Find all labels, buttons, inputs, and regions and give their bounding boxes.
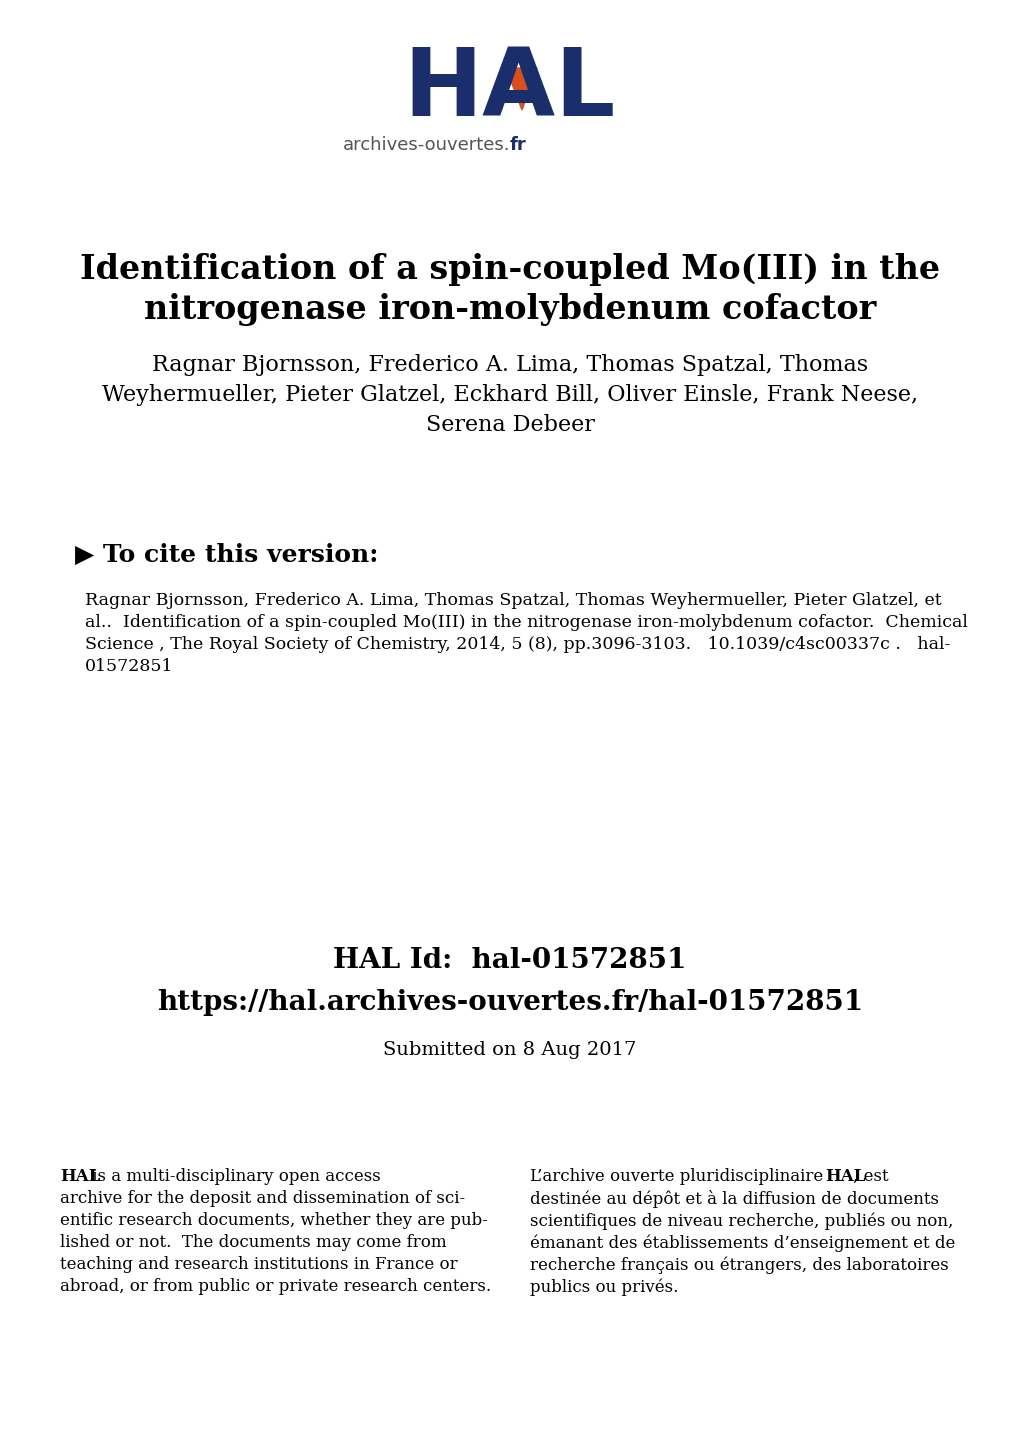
Text: destinée au dépôt et à la diffusion de documents: destinée au dépôt et à la diffusion de d… [530, 1190, 938, 1208]
Text: émanant des établissements d’enseignement et de: émanant des établissements d’enseignemen… [530, 1234, 955, 1252]
Text: 01572851: 01572851 [85, 658, 173, 675]
Text: Weyhermueller, Pieter Glatzel, Eckhard Bill, Oliver Einsle, Frank Neese,: Weyhermueller, Pieter Glatzel, Eckhard B… [102, 384, 917, 407]
Text: , est: , est [852, 1168, 888, 1185]
Text: HAL: HAL [824, 1168, 864, 1185]
Text: HAL: HAL [404, 45, 615, 136]
Text: scientifiques de niveau recherche, publiés ou non,: scientifiques de niveau recherche, publi… [530, 1211, 953, 1230]
Text: L’archive ouverte pluridisciplinaire: L’archive ouverte pluridisciplinaire [530, 1168, 827, 1185]
Text: Ragnar Bjornsson, Frederico A. Lima, Thomas Spatzal, Thomas Weyhermueller, Piete: Ragnar Bjornsson, Frederico A. Lima, Tho… [85, 593, 941, 609]
Text: lished or not.  The documents may come from: lished or not. The documents may come fr… [60, 1234, 446, 1252]
Text: abroad, or from public or private research centers.: abroad, or from public or private resear… [60, 1278, 490, 1295]
Text: Serena Debeer: Serena Debeer [425, 414, 594, 435]
Text: HAL: HAL [60, 1168, 100, 1185]
Text: recherche français ou étrangers, des laboratoires: recherche français ou étrangers, des lab… [530, 1256, 948, 1273]
Text: al..  Identification of a spin-coupled Mo(III) in the nitrogenase iron-molybdenu: al.. Identification of a spin-coupled Mo… [85, 614, 967, 632]
Text: Ragnar Bjornsson, Frederico A. Lima, Thomas Spatzal, Thomas: Ragnar Bjornsson, Frederico A. Lima, Tho… [152, 353, 867, 376]
Text: entific research documents, whether they are pub-: entific research documents, whether they… [60, 1211, 487, 1229]
Polygon shape [505, 68, 536, 110]
Text: fr: fr [510, 136, 526, 154]
Text: archives-ouvertes.: archives-ouvertes. [342, 136, 510, 154]
Text: Identification of a spin-coupled Mo(III) in the: Identification of a spin-coupled Mo(III)… [79, 254, 940, 287]
Text: teaching and research institutions in France or: teaching and research institutions in Fr… [60, 1256, 458, 1273]
Text: Submitted on 8 Aug 2017: Submitted on 8 Aug 2017 [383, 1041, 636, 1058]
Text: ▶ To cite this version:: ▶ To cite this version: [75, 544, 378, 567]
Text: Science , The Royal Society of Chemistry, 2014, 5 (8), pp.3096-3103.   10.1039/c: Science , The Royal Society of Chemistry… [85, 636, 950, 653]
Text: is a multi-disciplinary open access: is a multi-disciplinary open access [87, 1168, 380, 1185]
Text: nitrogenase iron-molybdenum cofactor: nitrogenase iron-molybdenum cofactor [144, 294, 875, 326]
Text: HAL Id:  hal-01572851: HAL Id: hal-01572851 [333, 946, 686, 973]
Text: archive for the deposit and dissemination of sci-: archive for the deposit and disseminatio… [60, 1190, 465, 1207]
Text: https://hal.archives-ouvertes.fr/hal-01572851: https://hal.archives-ouvertes.fr/hal-015… [157, 989, 862, 1015]
Text: publics ou privés.: publics ou privés. [530, 1278, 678, 1295]
